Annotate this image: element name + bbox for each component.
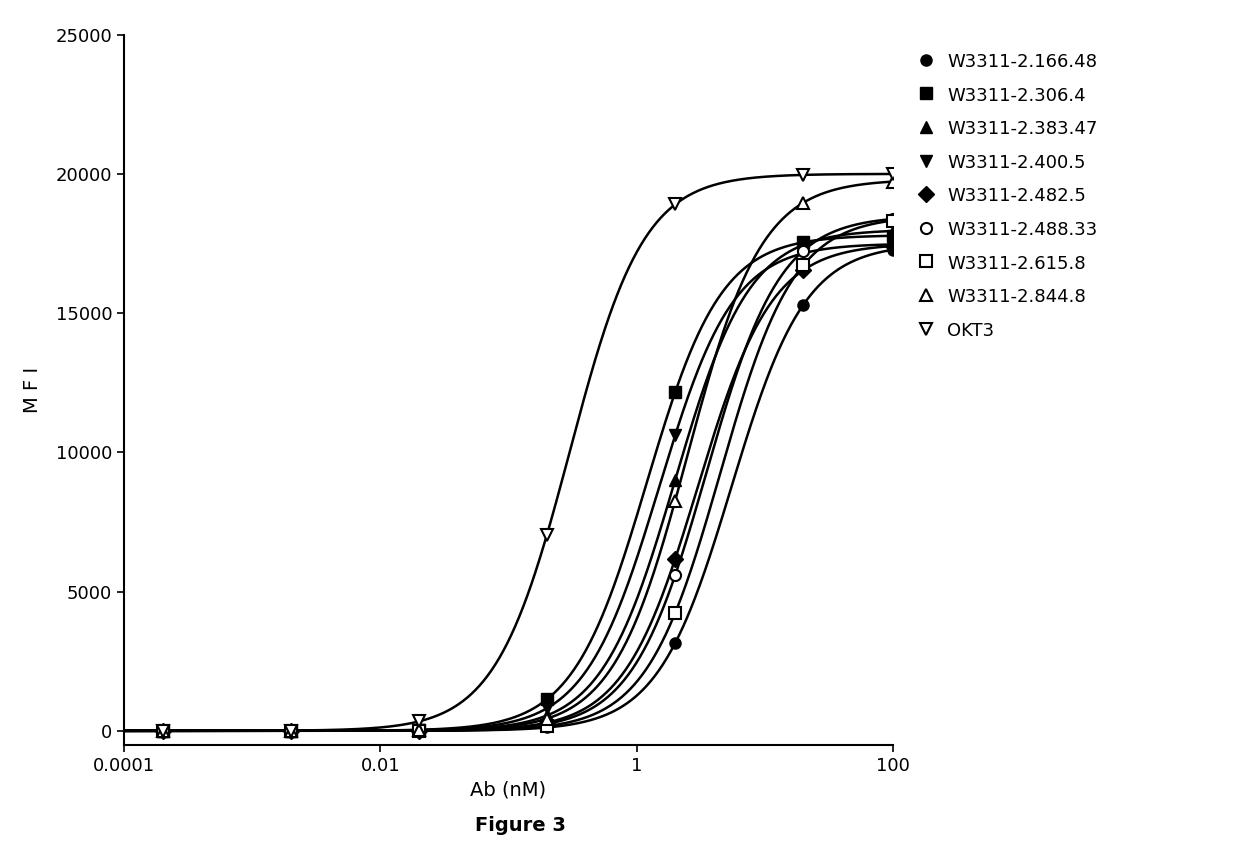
W3311-2.383.47 [155, 726, 170, 736]
OKT3 [885, 169, 900, 179]
OKT3 [796, 170, 811, 180]
W3311-2.400.5 [283, 726, 298, 736]
OKT3 [539, 529, 554, 540]
W3311-2.844.8 [796, 197, 811, 208]
W3311-2.482.5 [155, 726, 170, 736]
W3311-2.383.47 [667, 475, 682, 486]
Y-axis label: M F I: M F I [22, 366, 42, 413]
W3311-2.615.8 [412, 726, 427, 736]
W3311-2.306.4 [667, 387, 682, 397]
W3311-2.488.33 [283, 726, 298, 736]
W3311-2.383.47 [539, 710, 554, 721]
OKT3 [155, 726, 170, 736]
W3311-2.488.33 [155, 726, 170, 736]
W3311-2.615.8 [796, 260, 811, 270]
W3311-2.400.5 [412, 725, 427, 735]
W3311-2.166.48 [283, 726, 298, 736]
W3311-2.482.5 [539, 717, 554, 727]
W3311-2.488.33 [412, 726, 427, 736]
OKT3 [412, 716, 427, 727]
W3311-2.615.8 [155, 726, 170, 736]
W3311-2.488.33 [796, 246, 811, 256]
Line: W3311-2.383.47: W3311-2.383.47 [157, 225, 898, 736]
Line: W3311-2.615.8: W3311-2.615.8 [157, 215, 898, 736]
W3311-2.482.5 [667, 554, 682, 565]
W3311-2.488.33 [539, 719, 554, 729]
W3311-2.482.5 [885, 241, 900, 251]
W3311-2.166.48 [667, 638, 682, 649]
W3311-2.383.47 [412, 725, 427, 735]
W3311-2.166.48 [539, 722, 554, 733]
Line: OKT3: OKT3 [157, 168, 898, 736]
W3311-2.306.4 [283, 726, 298, 736]
W3311-2.615.8 [283, 726, 298, 736]
W3311-2.306.4 [412, 725, 427, 735]
W3311-2.306.4 [155, 726, 170, 736]
W3311-2.166.48 [885, 244, 900, 255]
W3311-2.482.5 [412, 726, 427, 736]
W3311-2.383.47 [796, 240, 811, 250]
W3311-2.482.5 [283, 726, 298, 736]
W3311-2.488.33 [667, 570, 682, 580]
W3311-2.615.8 [885, 216, 900, 226]
Line: W3311-2.166.48: W3311-2.166.48 [157, 244, 898, 736]
W3311-2.166.48 [412, 726, 427, 736]
OKT3 [667, 199, 682, 210]
W3311-2.400.5 [667, 430, 682, 441]
W3311-2.400.5 [539, 703, 554, 714]
Line: W3311-2.488.33: W3311-2.488.33 [157, 213, 898, 736]
Legend: W3311-2.166.48, W3311-2.306.4, W3311-2.383.47, W3311-2.400.5, W3311-2.482.5, W33: W3311-2.166.48, W3311-2.306.4, W3311-2.3… [909, 43, 1107, 349]
W3311-2.844.8 [885, 177, 900, 187]
Line: W3311-2.400.5: W3311-2.400.5 [157, 239, 898, 736]
X-axis label: Ab (nM): Ab (nM) [470, 780, 547, 799]
W3311-2.383.47 [885, 226, 900, 236]
W3311-2.306.4 [796, 237, 811, 248]
OKT3 [283, 726, 298, 736]
W3311-2.615.8 [667, 608, 682, 618]
W3311-2.306.4 [539, 694, 554, 704]
W3311-2.166.48 [155, 726, 170, 736]
W3311-2.166.48 [796, 300, 811, 310]
Line: W3311-2.844.8: W3311-2.844.8 [157, 176, 898, 736]
Line: W3311-2.306.4: W3311-2.306.4 [157, 230, 898, 736]
W3311-2.306.4 [885, 230, 900, 241]
W3311-2.844.8 [539, 714, 554, 724]
W3311-2.844.8 [412, 725, 427, 735]
Line: W3311-2.482.5: W3311-2.482.5 [157, 241, 898, 736]
W3311-2.844.8 [155, 726, 170, 736]
W3311-2.844.8 [667, 495, 682, 506]
W3311-2.844.8 [283, 726, 298, 736]
W3311-2.400.5 [796, 249, 811, 259]
W3311-2.400.5 [155, 726, 170, 736]
W3311-2.615.8 [539, 721, 554, 731]
W3311-2.482.5 [796, 265, 811, 275]
W3311-2.488.33 [885, 214, 900, 224]
Text: Figure 3: Figure 3 [475, 817, 567, 836]
W3311-2.400.5 [885, 239, 900, 249]
W3311-2.383.47 [283, 726, 298, 736]
